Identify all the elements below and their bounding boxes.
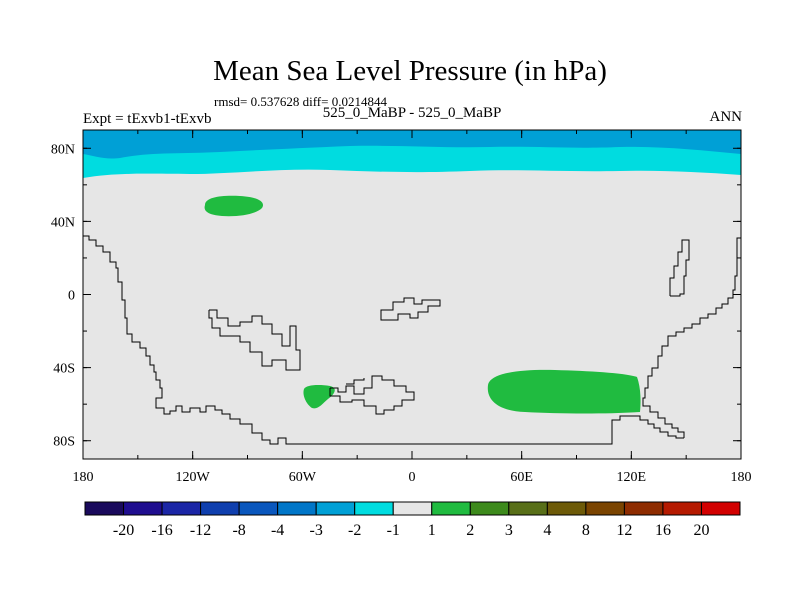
colorbar-label: 2 bbox=[466, 522, 474, 539]
stats-text: rmsd= 0.537628 diff= 0.0214844 bbox=[214, 94, 387, 109]
colorbar-box bbox=[161, 501, 202, 516]
anomaly-north-america bbox=[204, 195, 264, 217]
y-tick-label: 80N bbox=[51, 142, 75, 157]
axes: 180 120W 60W 0 60E 120E 180 80N 40N 0 40S 80S bbox=[51, 130, 752, 485]
x-tick-label: 60E bbox=[510, 470, 533, 485]
colorbar-label: -8 bbox=[232, 522, 245, 539]
colorbar-box bbox=[469, 501, 510, 516]
colorbar-label: -4 bbox=[271, 522, 284, 539]
coastline-island-equator bbox=[380, 297, 441, 321]
colorbar-box bbox=[508, 501, 548, 516]
y-tick-label: 80S bbox=[53, 435, 75, 450]
polar-band-mid bbox=[83, 130, 741, 159]
colorbar-box bbox=[662, 501, 702, 516]
x-tick-label: 180 bbox=[731, 470, 752, 485]
season-label: ANN bbox=[709, 109, 743, 125]
coastline-west bbox=[83, 235, 684, 445]
colorbar-box bbox=[392, 501, 433, 516]
colorbar-label: 1 bbox=[428, 522, 436, 539]
colorbar-box bbox=[315, 501, 356, 516]
x-tick-label: 0 bbox=[409, 470, 416, 485]
colorbar-box bbox=[277, 501, 317, 516]
colorbar-label: -1 bbox=[387, 522, 400, 539]
chart-title: Mean Sea Level Pressure (in hPa) bbox=[213, 55, 607, 87]
y-tick-label: 0 bbox=[68, 289, 75, 304]
colorbar-box bbox=[431, 501, 471, 516]
anomaly-indian-ocean bbox=[487, 369, 641, 414]
colorbar-box bbox=[84, 501, 125, 516]
colorbar-label: -3 bbox=[310, 522, 323, 539]
x-tick-label: 120W bbox=[176, 470, 211, 485]
colorbar-label: -2 bbox=[348, 522, 361, 539]
colorbar-label: 16 bbox=[655, 522, 671, 539]
colorbar-label: 3 bbox=[505, 522, 513, 539]
colorbar-label: 4 bbox=[543, 522, 551, 539]
y-tick-label: 40S bbox=[53, 362, 75, 377]
coastline-south-lake bbox=[346, 378, 365, 385]
colorbar-box bbox=[623, 501, 664, 516]
y-tick-label: 40N bbox=[51, 215, 75, 230]
colorbar: -20 -16 -12 -8 -4 -3 -2 -1 1 2 3 4 8 12 16 20 bbox=[84, 501, 741, 539]
anomaly-south-america bbox=[303, 385, 335, 409]
coastline-south-island bbox=[329, 375, 415, 415]
coastline-north-east-inlet bbox=[669, 239, 690, 297]
colorbar-label: 20 bbox=[693, 522, 709, 539]
center-subtitle: 525_0_MaBP - 525_0_MaBP bbox=[322, 105, 502, 121]
x-tick-label: 60W bbox=[289, 470, 317, 485]
x-tick-label: 120E bbox=[617, 470, 647, 485]
colorbar-box bbox=[700, 501, 741, 516]
x-tick-label: 180 bbox=[73, 470, 94, 485]
colorbar-box bbox=[238, 501, 279, 516]
colorbar-label: 12 bbox=[616, 522, 632, 539]
colorbar-label: 8 bbox=[582, 522, 590, 539]
coastline-inland-loop bbox=[208, 309, 301, 371]
experiment-label: Expt = tExvb1-tExvb bbox=[83, 111, 212, 127]
colorbar-label: -16 bbox=[151, 522, 172, 539]
colorbar-box bbox=[354, 501, 394, 516]
colorbar-box bbox=[200, 501, 240, 516]
colorbar-box bbox=[123, 501, 163, 516]
colorbar-box bbox=[585, 501, 625, 516]
colorbar-label: -12 bbox=[190, 522, 211, 539]
colorbar-box bbox=[546, 501, 587, 516]
colorbar-label: -20 bbox=[113, 522, 134, 539]
